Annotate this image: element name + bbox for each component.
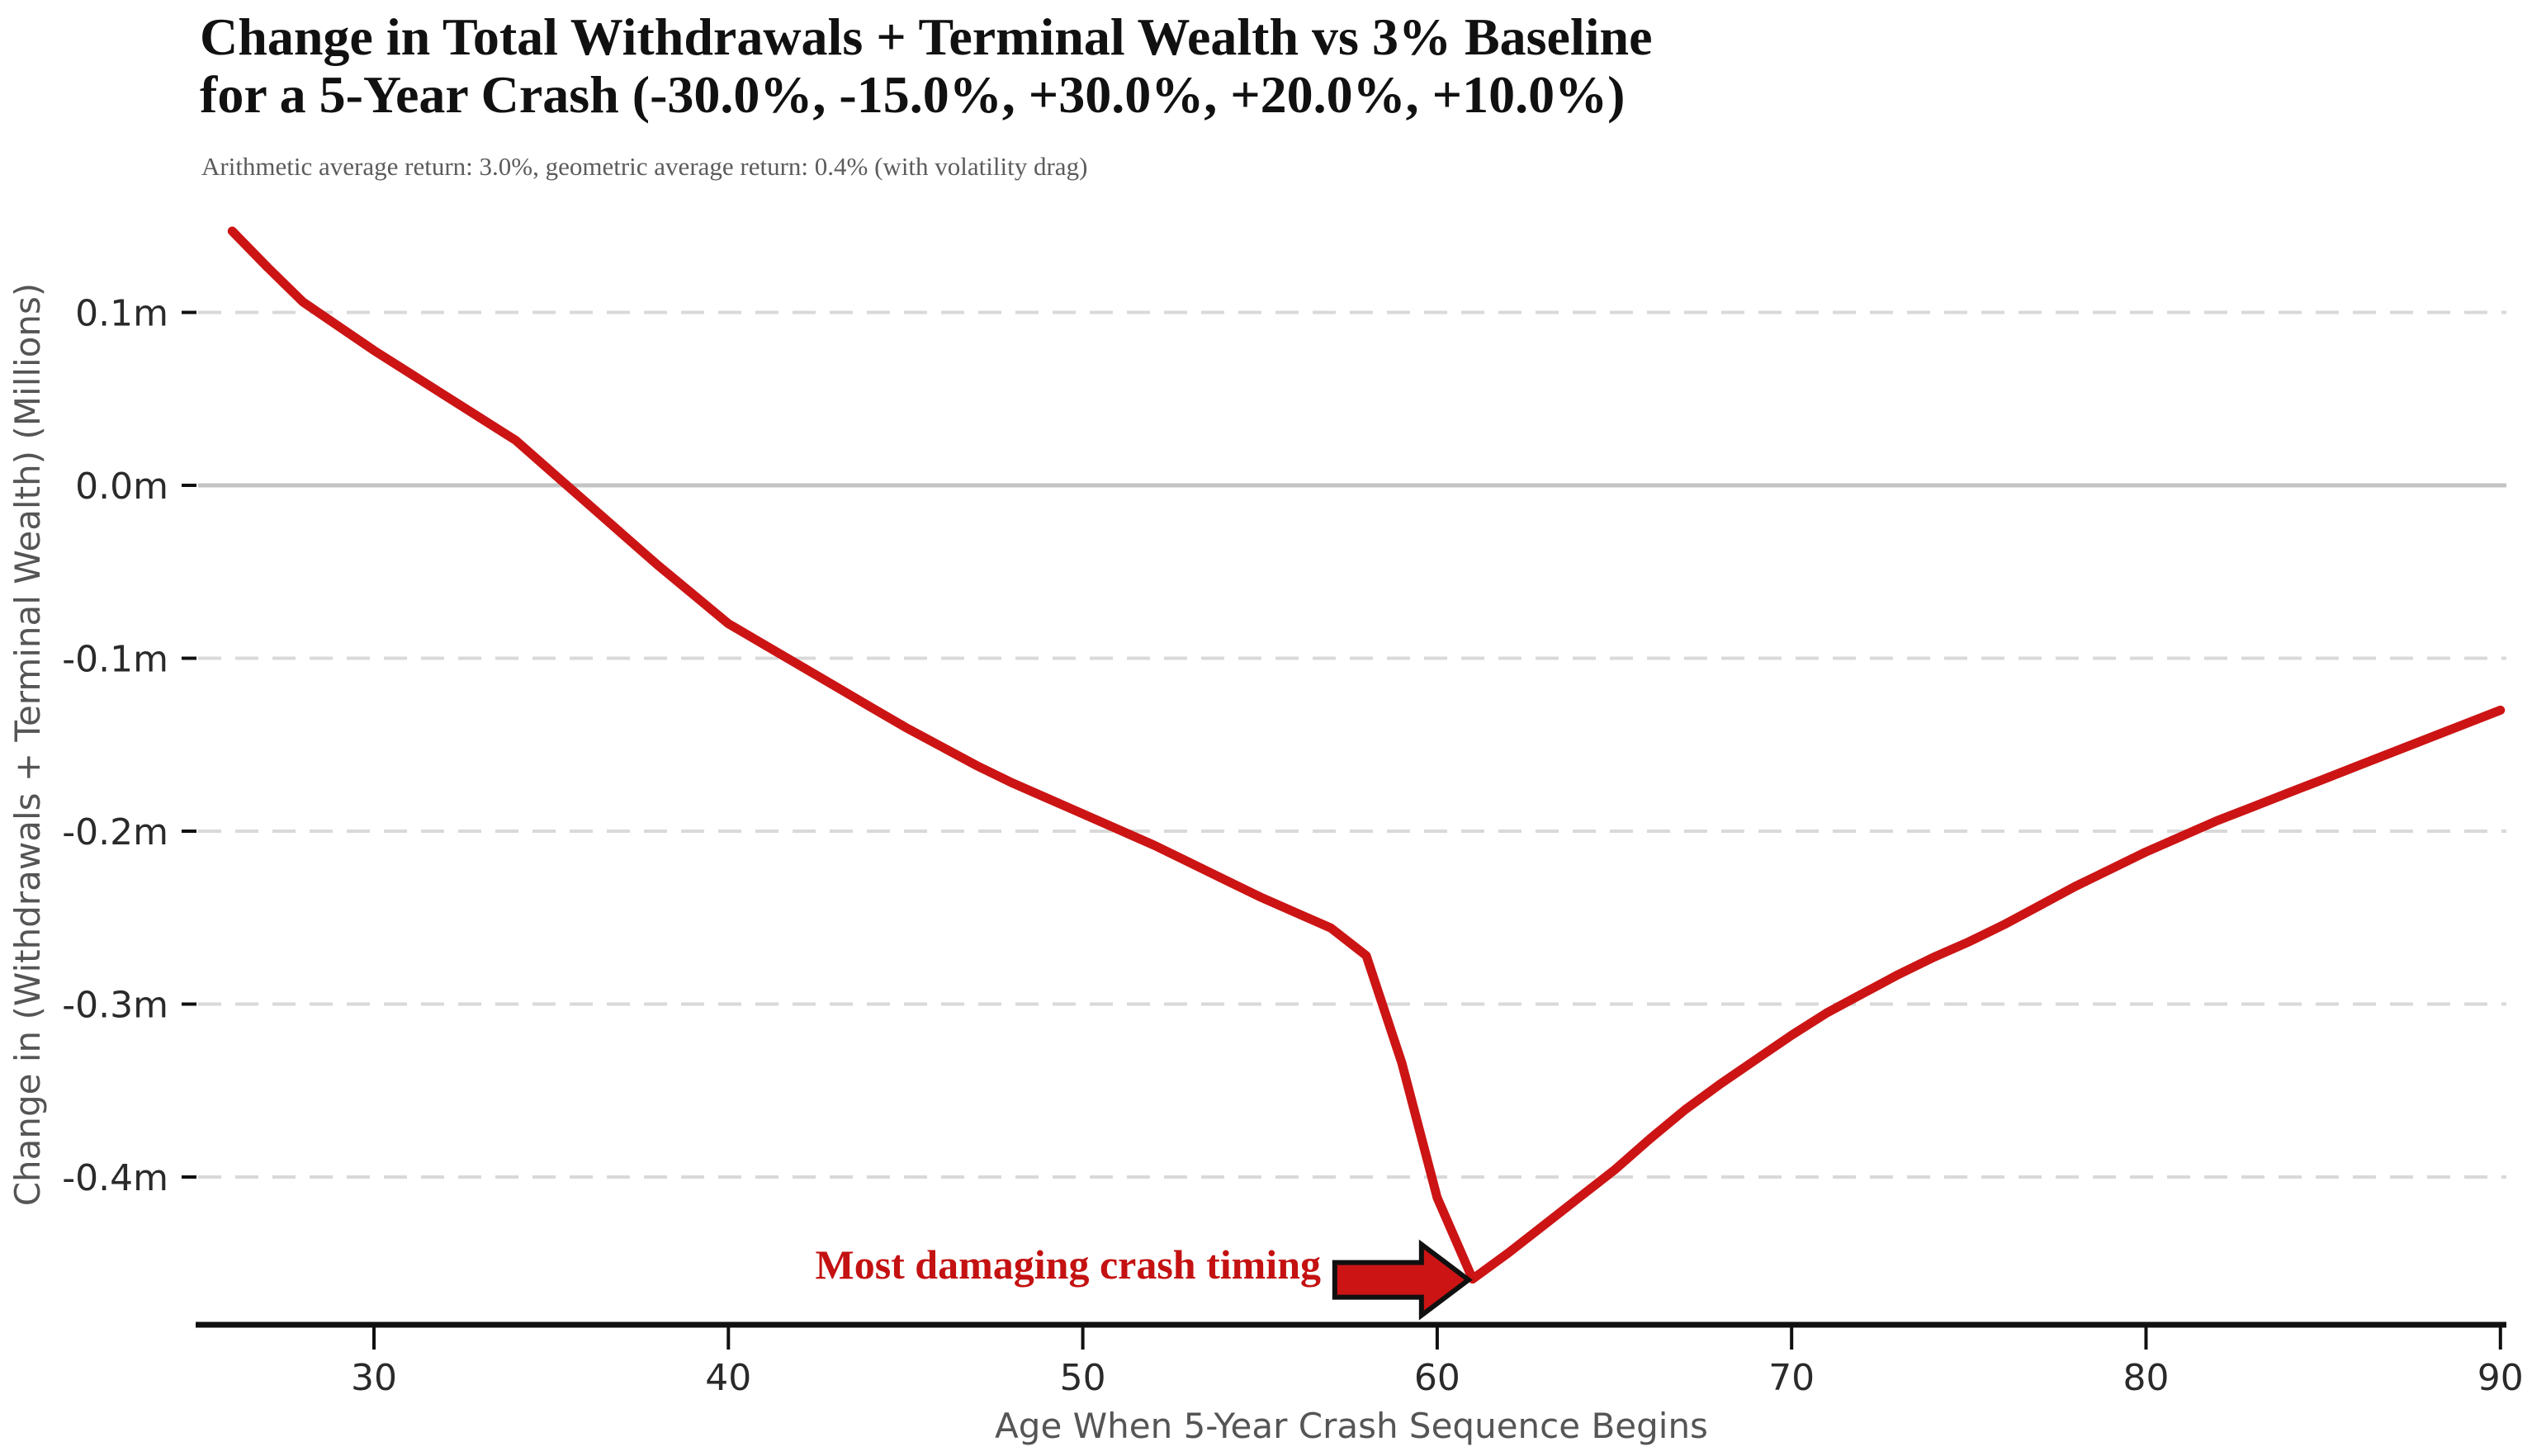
y-tick-label: -0.2m [62,811,168,853]
y-tick-label: 0.1m [75,293,168,335]
annotation-text: Most damaging crash timing [816,1241,1322,1288]
x-ticks: 30 40 50 60 70 80 90 [351,1327,2524,1399]
y-ticks: 0.1m 0.0m -0.1m -0.2m -0.3m -0.4m [62,293,196,1199]
y-axis-label: Change in (Withdrawals + Terminal Wealth… [7,283,48,1207]
x-tick-label: 80 [2123,1357,2170,1399]
y-tick-label: -0.3m [62,985,168,1027]
x-tick-label: 30 [351,1357,397,1399]
x-tick-label: 70 [1768,1357,1815,1399]
y-tick-label: 0.0m [75,466,168,508]
x-tick-label: 50 [1060,1357,1106,1399]
x-tick-label: 40 [705,1357,751,1399]
x-axis-label: Age When 5-Year Crash Sequence Begins [995,1406,1708,1446]
y-tick-label: -0.1m [62,639,168,681]
x-tick-label: 60 [1414,1357,1460,1399]
annotation-arrow-icon [1332,1239,1473,1321]
x-tick-label: 90 [2477,1357,2524,1399]
chart-subtitle: Arithmetic average return: 3.0%, geometr… [201,152,1087,181]
chart-title-line1: Change in Total Withdrawals + Terminal W… [200,7,1653,66]
chart-title-line2: for a 5-Year Crash (-30.0%, -15.0%, +30.… [200,65,1625,124]
y-tick-label: -0.4m [62,1157,168,1199]
y-gridlines [198,310,2506,1179]
data-series-line [227,226,2506,1284]
